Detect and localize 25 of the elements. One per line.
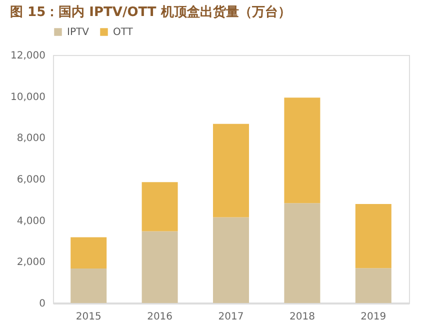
bar — [213, 217, 249, 303]
y-tick-label: 2,000 — [16, 257, 46, 268]
y-tick-label: 8,000 — [16, 133, 46, 144]
bar — [142, 231, 178, 303]
x-tick-label: 2017 — [218, 312, 244, 322]
y-tick-label: 10,000 — [10, 92, 46, 103]
bar — [70, 268, 107, 303]
x-tick-label: 2016 — [147, 312, 173, 322]
chart-title: 图 15：国内 IPTV/OTT 机顶盒出货量（万台） — [10, 4, 291, 20]
bar — [355, 268, 392, 303]
y-tick-label: 6,000 — [16, 174, 46, 186]
bar — [284, 203, 320, 303]
legend-label: IPTV — [67, 27, 90, 38]
x-tick-label: 2019 — [360, 312, 386, 322]
legend-label: OTT — [113, 27, 134, 38]
bar — [355, 204, 392, 268]
x-tick-label: 2018 — [289, 312, 315, 322]
y-tick-label: 0 — [39, 298, 46, 310]
y-tick-label: 12,000 — [10, 50, 46, 62]
y-tick-label: 4,000 — [16, 216, 46, 227]
bar — [213, 124, 249, 218]
bar — [142, 182, 178, 232]
x-tick-label: 2015 — [76, 312, 102, 322]
bar — [284, 98, 320, 204]
bar — [70, 237, 107, 268]
